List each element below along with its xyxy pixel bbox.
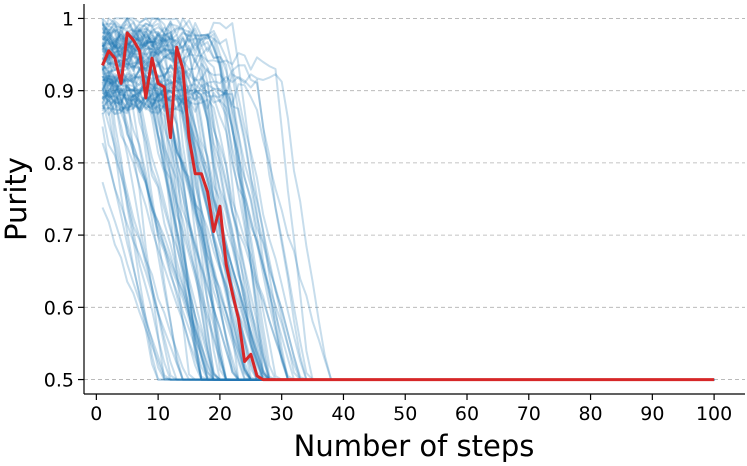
y-tick-label: 1	[62, 8, 74, 30]
x-tick-label: 100	[696, 403, 732, 425]
x-tick-label: 60	[455, 403, 479, 425]
y-ticks: 0.5 0.6 0.7 0.8 0.9 1	[44, 8, 84, 392]
x-tick-label: 30	[270, 403, 294, 425]
x-tick-label: 90	[640, 403, 664, 425]
y-tick-label: 0.9	[44, 81, 74, 103]
axes	[83, 4, 745, 395]
x-tick-label: 50	[393, 403, 417, 425]
x-tick-label: 70	[517, 403, 541, 425]
x-tick-label: 0	[90, 403, 102, 425]
x-tick-label: 40	[331, 403, 355, 425]
x-axis-title: Number of steps	[294, 429, 535, 463]
x-tick-label: 10	[146, 403, 170, 425]
y-tick-label: 0.6	[44, 297, 74, 319]
y-tick-label: 0.7	[44, 225, 74, 247]
x-tick-label: 80	[578, 403, 602, 425]
background-series-group	[101, 17, 715, 381]
y-tick-label: 0.5	[44, 370, 74, 392]
highlight-series-group	[101, 31, 715, 382]
y-axis-title: Purity	[0, 157, 33, 241]
x-tick-label: 20	[208, 403, 232, 425]
y-tick-label: 0.8	[44, 153, 74, 175]
x-ticks: 0 10 20 30 40 50 60 70 80 90 100	[90, 394, 732, 425]
highlight-series-line	[101, 31, 715, 382]
